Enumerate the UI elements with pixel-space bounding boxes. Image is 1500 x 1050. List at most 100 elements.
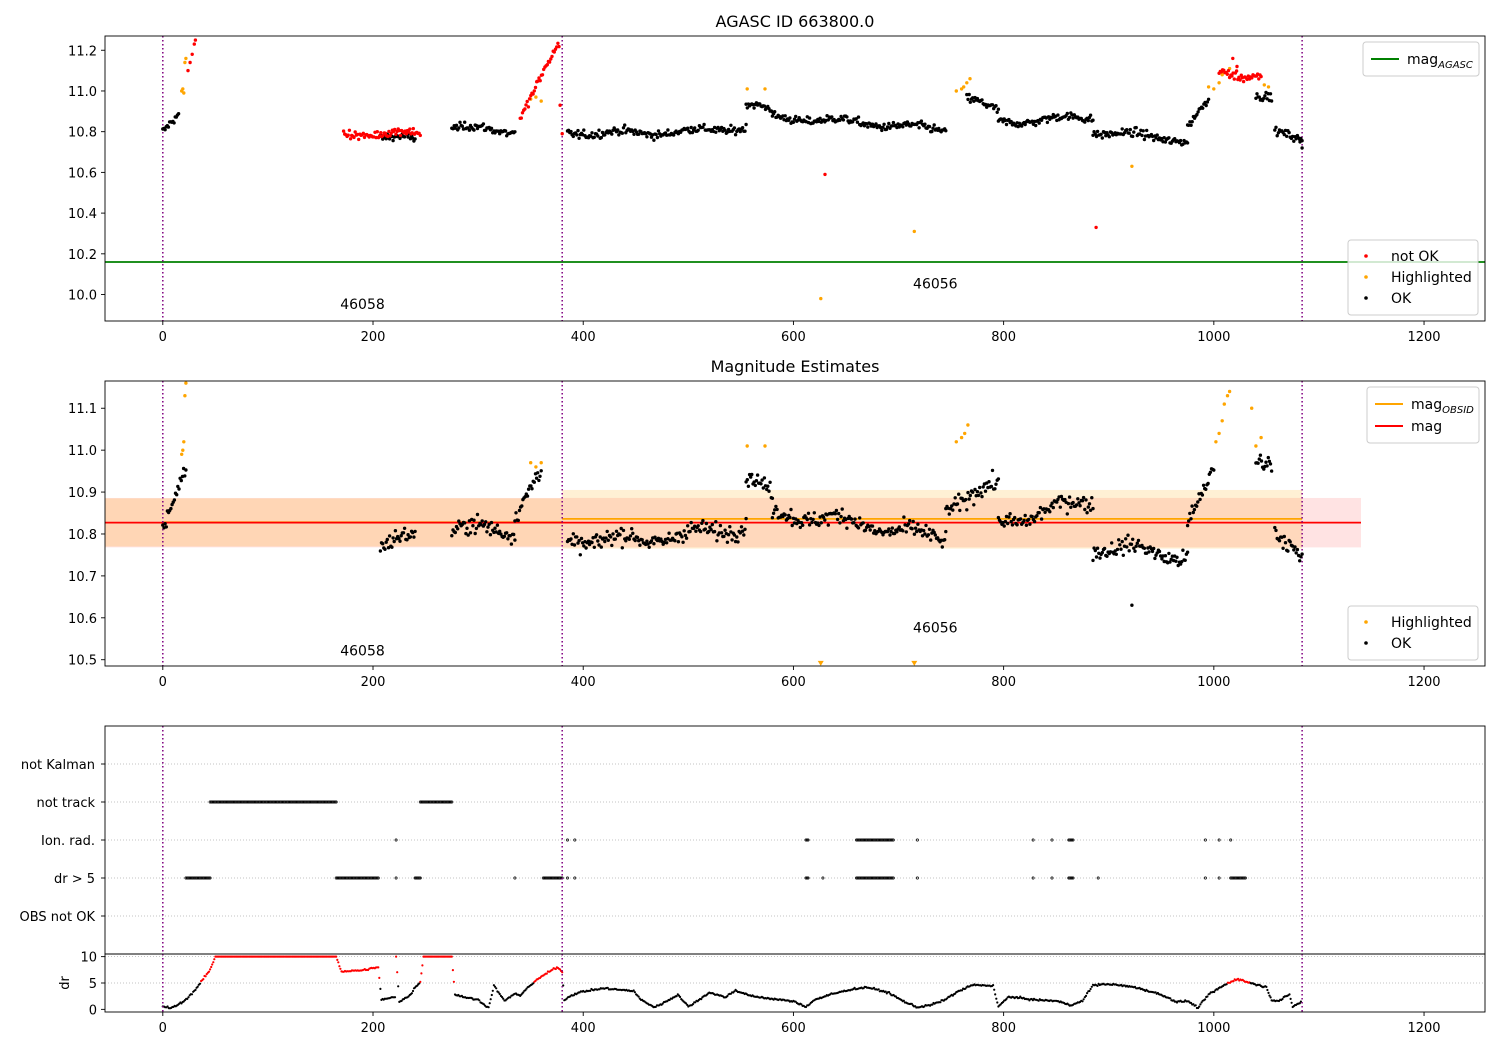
data-point	[526, 487, 531, 491]
data-point	[694, 529, 698, 533]
data-point	[889, 529, 893, 534]
data-point	[531, 92, 535, 96]
data-point	[1008, 512, 1012, 516]
data-point	[726, 533, 731, 537]
data-point	[681, 540, 685, 544]
series-ok	[161, 90, 1304, 150]
data-point	[1364, 275, 1368, 279]
data-point	[1298, 559, 1302, 563]
data-point	[1058, 505, 1063, 509]
data-point	[1196, 110, 1200, 114]
data-point	[916, 522, 920, 526]
flag-point	[208, 876, 212, 880]
data-point	[1266, 85, 1271, 89]
data-point	[1258, 453, 1263, 457]
data-point	[980, 494, 984, 499]
data-point	[960, 989, 964, 992]
flag-row-dr-5	[184, 876, 1247, 880]
data-point	[1084, 994, 1088, 998]
data-point	[1006, 521, 1010, 526]
data-point	[1135, 541, 1140, 545]
data-point	[181, 87, 185, 91]
data-point	[193, 38, 198, 42]
data-point	[1204, 998, 1207, 1001]
data-point	[738, 129, 742, 134]
data-point	[1136, 538, 1141, 543]
data-point	[1087, 502, 1092, 506]
data-point	[679, 995, 682, 999]
data-point	[1255, 92, 1259, 96]
data-point	[1262, 83, 1267, 87]
data-point	[1364, 296, 1368, 300]
data-point	[183, 474, 187, 478]
data-point	[1282, 132, 1287, 137]
data-point	[571, 134, 575, 139]
data-point	[1131, 537, 1135, 541]
data-point	[457, 126, 461, 130]
data-point	[1048, 510, 1052, 514]
data-point	[337, 961, 340, 964]
data-point	[1289, 997, 1292, 1001]
data-point	[1273, 525, 1277, 530]
data-point	[393, 996, 397, 999]
data-point	[179, 478, 183, 483]
x-tick-label: 800	[991, 1021, 1016, 1036]
data-point	[895, 530, 899, 534]
data-point	[1119, 547, 1123, 551]
data-point	[493, 526, 497, 530]
data-point	[411, 989, 415, 993]
data-point	[1094, 555, 1099, 559]
flag-point	[806, 876, 810, 880]
data-point	[1175, 555, 1179, 559]
data-point	[520, 504, 524, 508]
data-point	[1009, 519, 1013, 524]
data-point	[652, 542, 656, 546]
data-point	[1150, 549, 1155, 554]
data-point	[1100, 136, 1105, 140]
data-point	[592, 135, 596, 139]
data-point	[398, 539, 402, 543]
flag-point	[1070, 838, 1074, 842]
data-point	[819, 521, 823, 525]
data-point	[539, 461, 543, 465]
data-point	[745, 444, 749, 448]
data-point	[529, 484, 533, 488]
data-point	[798, 525, 802, 530]
data-point	[1214, 440, 1218, 444]
data-point	[1187, 123, 1191, 128]
data-point	[1199, 1003, 1202, 1006]
data-point	[1133, 549, 1137, 553]
data-point	[163, 128, 167, 132]
data-point	[996, 1001, 999, 1004]
plot-frame	[104, 35, 1486, 322]
data-point	[519, 116, 523, 120]
data-point	[728, 525, 732, 529]
data-point	[855, 120, 860, 124]
data-point	[722, 534, 726, 539]
data-point	[534, 465, 538, 469]
data-point	[1130, 164, 1134, 168]
legend-box	[1366, 386, 1480, 444]
data-point	[619, 526, 623, 531]
data-point	[1238, 78, 1242, 82]
data-point	[1035, 514, 1039, 518]
data-point	[503, 129, 508, 133]
data-point	[1002, 524, 1006, 528]
data-point	[1001, 1001, 1005, 1004]
data-point	[209, 968, 212, 971]
flag-point	[1217, 838, 1221, 842]
data-point	[902, 999, 905, 1002]
flag-point	[418, 876, 422, 880]
marker-legend: not OK Highlighted OK	[1347, 239, 1479, 316]
x-tick-label: 1000	[1197, 330, 1230, 345]
data-point	[965, 508, 969, 512]
flags-panel: not Kalman not track Ion. rad. dr > 5 OBS no…	[20, 725, 1486, 955]
x-tick-label: 1000	[1197, 1021, 1230, 1036]
data-point	[1082, 998, 1085, 1001]
data-point	[1153, 556, 1157, 561]
data-point	[1259, 435, 1263, 440]
dr-panel: 0 200 400 600 800 1000 1200 0 5 10 dr	[58, 951, 1486, 1036]
data-point	[537, 478, 541, 483]
data-point	[967, 497, 971, 501]
data-point	[1169, 997, 1172, 1000]
